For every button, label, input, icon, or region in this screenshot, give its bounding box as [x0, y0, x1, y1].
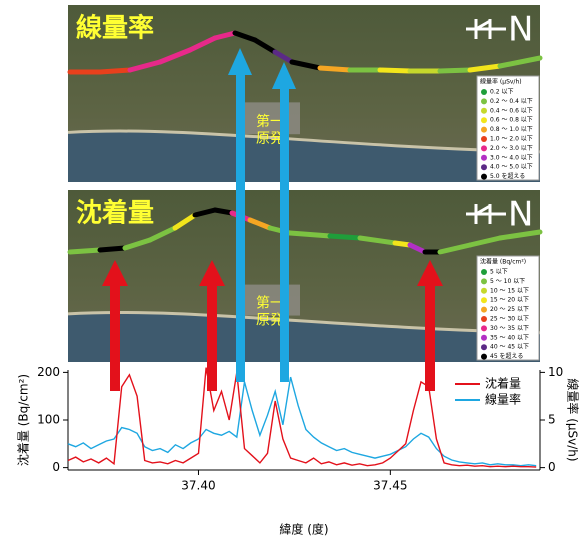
- legend-dot: [481, 344, 487, 350]
- y-axis-label: 沈着量 (Bq/cm²): [16, 374, 31, 466]
- legend-title: 沈着量 (Bq/cm²): [480, 258, 526, 266]
- y-tick-label: 200: [37, 365, 60, 379]
- legend-label: 25 ～ 30 以下: [490, 316, 529, 323]
- route-segment: [100, 70, 130, 72]
- legend-label: 40 ～ 45 以下: [490, 344, 529, 351]
- legend-dot: [481, 117, 487, 123]
- x-axis-label: 緯度 (度): [279, 522, 328, 537]
- legend-dot: [481, 316, 487, 322]
- y-tick-label: 0: [52, 460, 60, 474]
- legend-label: 4.0 ～ 5.0 以下: [490, 164, 533, 171]
- route-segment: [100, 248, 125, 250]
- legend-title: 線量率 (μSv/h): [480, 78, 522, 86]
- route-segment: [320, 68, 350, 70]
- legend-label: 3.0 ～ 4.0 以下: [490, 154, 533, 161]
- figure: 線量率第一原発N線量率 (μSv/h)0.2 以下0.2 ～ 0.4 以下0.4…: [0, 0, 586, 539]
- route-segment: [330, 236, 360, 238]
- legend-dot: [481, 108, 487, 114]
- route-segment: [290, 233, 330, 236]
- blue-arrow: [280, 86, 289, 382]
- y2-axis-label: 線量率 (μSv/h): [566, 378, 581, 461]
- legend-label: 5 以下: [490, 269, 508, 276]
- legend-dot: [481, 136, 487, 142]
- y2-tick-label: 5: [548, 413, 556, 427]
- legend-label: 0.4 ～ 0.6 以下: [490, 107, 533, 114]
- plant-label: 第一: [256, 113, 284, 130]
- legend-label: 0.6 ～ 0.8 以下: [490, 117, 533, 124]
- legend-dot: [481, 155, 487, 161]
- legend-dot: [481, 278, 487, 284]
- legend-dot: [481, 174, 487, 180]
- legend-dot: [481, 145, 487, 151]
- legend-label: 5.0 を超える: [490, 172, 525, 180]
- legend-label: 10 ～ 15 以下: [490, 287, 529, 294]
- plant-label: 原発: [256, 313, 284, 329]
- legend-dot: [481, 288, 487, 294]
- legend-label: 30 ～ 35 以下: [490, 325, 529, 332]
- legend-dot: [481, 325, 487, 331]
- legend-label: 20 ～ 25 以下: [490, 306, 529, 313]
- legend-label: 0.2 ～ 0.4 以下: [490, 98, 533, 105]
- route-segment: [70, 250, 100, 252]
- y-tick-label: 100: [37, 413, 60, 427]
- route-segment: [380, 70, 410, 71]
- blue-arrow: [236, 72, 245, 382]
- route-segment: [215, 210, 232, 213]
- map-title: 沈着量: [76, 198, 154, 229]
- chart: 0 100 200 0 5 10 37.40 37.45 緯度 (度) 沈着量 (Bq/cm²) 線…: [16, 365, 581, 537]
- red-arrow: [207, 283, 217, 391]
- legend-label: 35 ～ 40 以下: [490, 334, 529, 341]
- route-segment: [440, 70, 470, 71]
- legend-dot: [481, 98, 487, 104]
- y2-tick-label: 10: [548, 365, 563, 379]
- legend-label: 2.0 ～ 3.0 以下: [490, 145, 533, 152]
- legend-label: 15 ～ 20 以下: [490, 297, 529, 304]
- map-title: 線量率: [76, 13, 154, 44]
- plant-label: 原発: [256, 131, 284, 147]
- legend-dot: [481, 307, 487, 313]
- y2-tick-label: 0: [548, 460, 556, 474]
- x-tick-label: 37.45: [373, 479, 407, 493]
- north-label: N: [508, 195, 533, 235]
- legend-dot: [481, 354, 487, 360]
- legend-dot: [481, 164, 487, 170]
- legend-label: 45 を超える: [490, 352, 523, 360]
- plant-label: 第一: [256, 295, 284, 312]
- legend-label: 1.0 ～ 2.0 以下: [490, 136, 533, 143]
- legend-label: 5 ～ 10 以下: [490, 278, 525, 285]
- legend-label: 0.2 以下: [490, 89, 513, 96]
- x-tick-label: 37.40: [181, 479, 215, 493]
- legend-dot: [481, 269, 487, 275]
- series-line: [68, 377, 536, 466]
- north-label: N: [508, 10, 533, 50]
- legend-dot: [481, 335, 487, 341]
- legend-label: 0.8 ～ 1.0 以下: [490, 126, 533, 133]
- red-arrow: [425, 283, 435, 391]
- map-panel: 線量率第一原発 N 線量率 (μSv/h) 0.2 以下 0.2 ～ 0.4 以下 0.4…: [68, 5, 540, 182]
- legend-label: 線量率: [485, 392, 521, 407]
- legend-dot: [481, 127, 487, 133]
- legend-label: 沈着量: [485, 376, 521, 391]
- red-arrow: [110, 283, 120, 391]
- legend-dot: [481, 297, 487, 303]
- legend-dot: [481, 89, 487, 95]
